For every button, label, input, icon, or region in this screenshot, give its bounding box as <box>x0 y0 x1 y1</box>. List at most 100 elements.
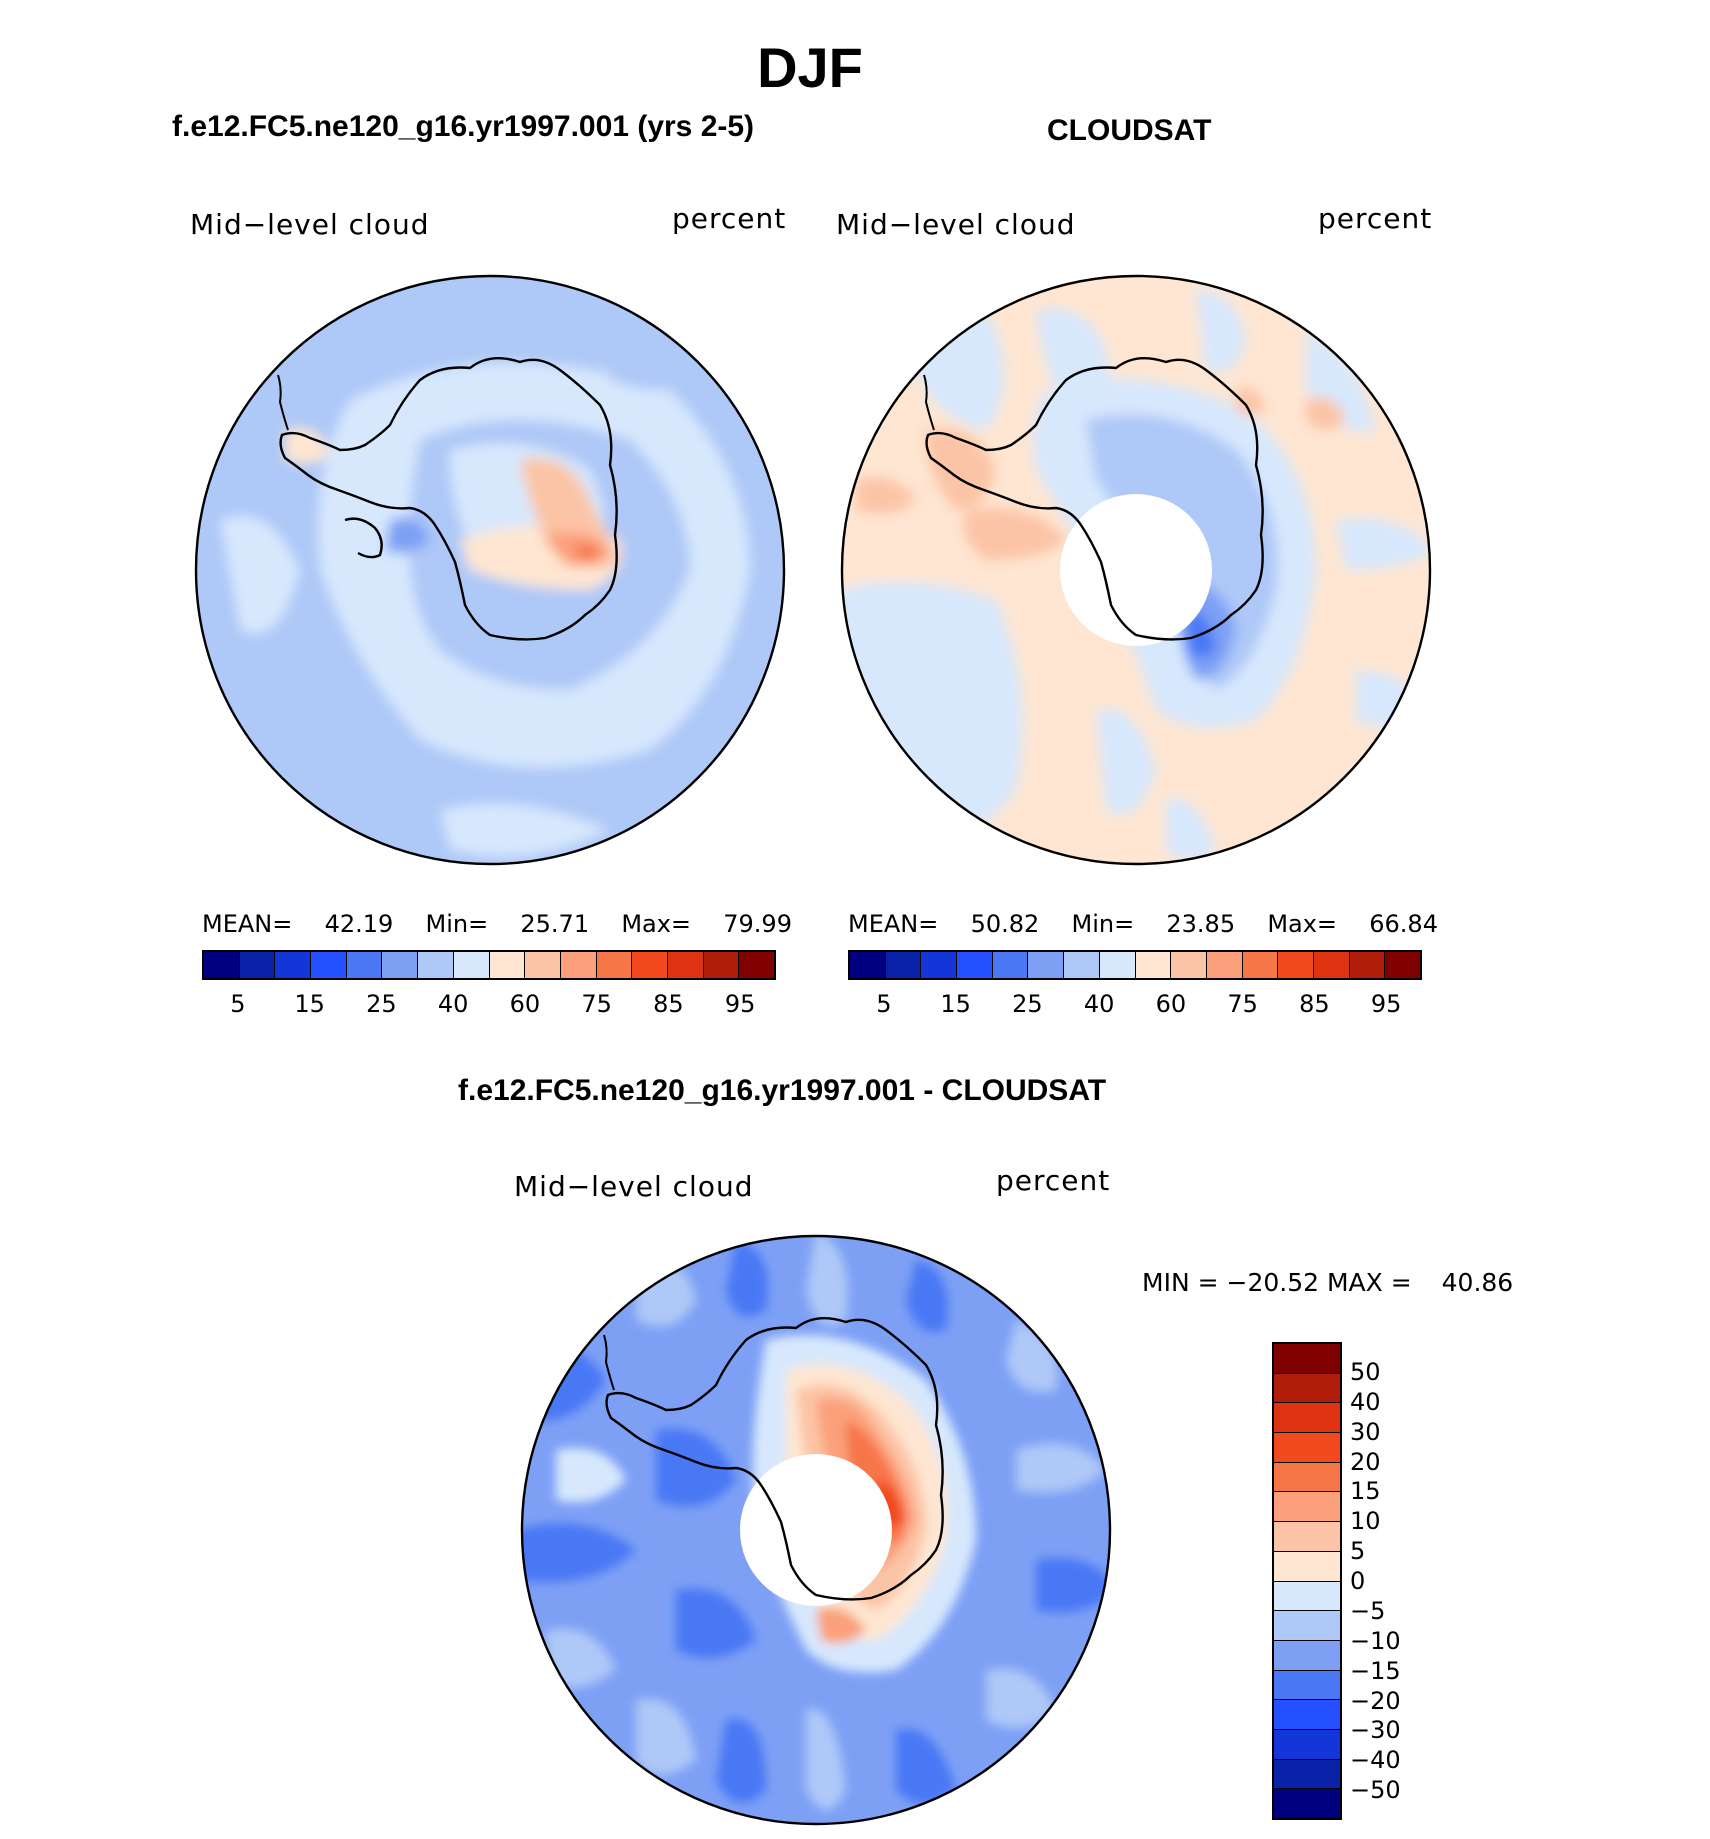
colorbar-swatch <box>1313 952 1350 978</box>
colorbar-swatch <box>1242 952 1279 978</box>
obs-variable-label: Mid−level cloud <box>836 208 1076 241</box>
obs-units-label: percent <box>1318 202 1433 235</box>
diff-minmax: MIN = −20.52 MAX = 40.86 <box>1142 1268 1513 1297</box>
diff-variable-label: Mid−level cloud <box>514 1170 754 1203</box>
colorbar-swatch <box>346 952 383 978</box>
colorbar-swatch <box>1135 952 1172 978</box>
colorbar-swatch <box>739 952 774 978</box>
colorbar-tick-label: −5 <box>1350 1596 1386 1625</box>
min-value: 25.71 <box>520 910 590 938</box>
colorbar-swatch <box>1099 952 1136 978</box>
colorbar-swatch <box>992 952 1029 978</box>
colorbar-swatch <box>453 952 490 978</box>
colorbar-swatch <box>418 952 454 978</box>
colorbar-swatch <box>1206 952 1243 978</box>
colorbar-tick-label: 5 <box>1350 1537 1366 1566</box>
colorbar-tick-label: −20 <box>1350 1686 1401 1715</box>
model-units-label: percent <box>672 202 787 235</box>
colorbar-swatch <box>239 952 276 978</box>
colorbar-swatch <box>1274 1522 1340 1552</box>
min-label: MIN = <box>1142 1268 1219 1297</box>
model-stats: MEAN= 42.19 Min= 25.71 Max= 79.99 <box>202 910 792 938</box>
colorbar-swatch <box>1274 1729 1340 1760</box>
model-panel-heading: f.e12.FC5.ne120_g16.yr1997.001 (yrs 2-5) <box>172 110 755 143</box>
colorbar-swatch <box>1171 952 1207 978</box>
diff-polar-map <box>520 1234 1112 1826</box>
colorbar-swatch <box>489 952 526 978</box>
colorbar-swatch <box>204 952 240 978</box>
colorbar-tick-label: 60 <box>1155 990 1187 1018</box>
min-value: −20.52 <box>1226 1268 1320 1297</box>
colorbar-tick-label: 95 <box>1370 990 1402 1018</box>
diff-units-label: percent <box>996 1164 1111 1197</box>
colorbar-swatch <box>382 952 419 978</box>
colorbar-tick-label: 15 <box>294 990 325 1018</box>
mean-value: 42.19 <box>324 910 394 938</box>
figure-title: DJF <box>757 36 863 99</box>
colorbar-tick-label: 10 <box>1350 1507 1381 1536</box>
colorbar-swatch <box>921 952 958 978</box>
obs-stats: MEAN= 50.82 Min= 23.85 Max= 66.84 <box>848 910 1438 938</box>
colorbar-tick-label: 40 <box>1350 1387 1381 1416</box>
colorbar-swatch <box>1274 1403 1340 1434</box>
colorbar-swatch <box>1274 1640 1340 1671</box>
colorbar-tick-label: −30 <box>1350 1716 1401 1745</box>
max-value: 66.84 <box>1369 910 1438 938</box>
obs-panel-heading: CLOUDSAT <box>1047 114 1212 147</box>
colorbar-swatch <box>667 952 704 978</box>
colorbar-tick-label: 25 <box>366 990 397 1018</box>
colorbar-tick-label: 15 <box>1350 1477 1381 1506</box>
colorbar-tick-label: 95 <box>724 990 756 1018</box>
colorbar-swatch <box>1274 1759 1340 1790</box>
colorbar-swatch <box>1274 1551 1340 1582</box>
max-label: MAX = <box>1326 1268 1412 1297</box>
obs-antarctica-coastline <box>925 356 1264 641</box>
colorbar-swatch <box>1274 1344 1340 1374</box>
colorbar-swatch <box>1274 1433 1340 1463</box>
max-value: 79.99 <box>723 910 792 938</box>
colorbar-swatch <box>1064 952 1100 978</box>
colorbar-tick-label: 50 <box>1350 1357 1381 1386</box>
colorbar-swatch <box>275 952 312 978</box>
model-antarctica-coastline <box>279 356 618 641</box>
colorbar-tick-label: 5 <box>230 990 246 1018</box>
min-label: Min= <box>425 910 489 938</box>
colorbar-tick-label: 85 <box>653 990 684 1018</box>
colorbar-tick-label: 75 <box>1227 990 1258 1018</box>
colorbar-swatch <box>1274 1492 1340 1523</box>
colorbar-tick-label: 30 <box>1350 1417 1381 1446</box>
min-label: Min= <box>1071 910 1135 938</box>
colorbar-swatch <box>957 952 993 978</box>
max-label: Max= <box>621 910 692 938</box>
colorbar-tick-label: −50 <box>1350 1776 1401 1805</box>
mean-label: MEAN= <box>848 910 939 938</box>
model-colorbar-labels: 5 15 25 40 60 75 85 95 <box>202 990 776 1020</box>
diff-colorbar <box>1272 1342 1342 1820</box>
colorbar-swatch <box>850 952 886 978</box>
diff-missing-data-pole <box>740 1454 892 1606</box>
colorbar-swatch <box>311 952 347 978</box>
colorbar-tick-label: 85 <box>1299 990 1330 1018</box>
colorbar-tick-label: −40 <box>1350 1746 1401 1775</box>
colorbar-swatch <box>1385 952 1420 978</box>
colorbar-tick-label: 75 <box>581 990 612 1018</box>
max-label: Max= <box>1267 910 1338 938</box>
colorbar-swatch <box>525 952 561 978</box>
model-polar-map <box>194 274 786 866</box>
colorbar-swatch <box>560 952 597 978</box>
diff-antarctica-coastline <box>605 1316 944 1601</box>
diff-colorbar-labels: 50 40 30 20 15 10 5 0 −5 −10 −15 −20 −30 −40 −50 <box>1350 1342 1430 1820</box>
model-colorbar <box>202 950 776 980</box>
obs-colorbar <box>848 950 1422 980</box>
diff-contour-field <box>522 1236 1110 1824</box>
colorbar-tick-label: 40 <box>1083 990 1115 1018</box>
obs-polar-map <box>840 274 1432 866</box>
colorbar-swatch <box>596 952 633 978</box>
obs-missing-data-pole <box>1060 494 1212 646</box>
min-value: 23.85 <box>1166 910 1236 938</box>
colorbar-swatch <box>1274 1611 1340 1641</box>
max-value: 40.86 <box>1441 1268 1514 1297</box>
colorbar-tick-label: −10 <box>1350 1626 1401 1655</box>
colorbar-swatch <box>885 952 922 978</box>
mean-value: 50.82 <box>970 910 1040 938</box>
